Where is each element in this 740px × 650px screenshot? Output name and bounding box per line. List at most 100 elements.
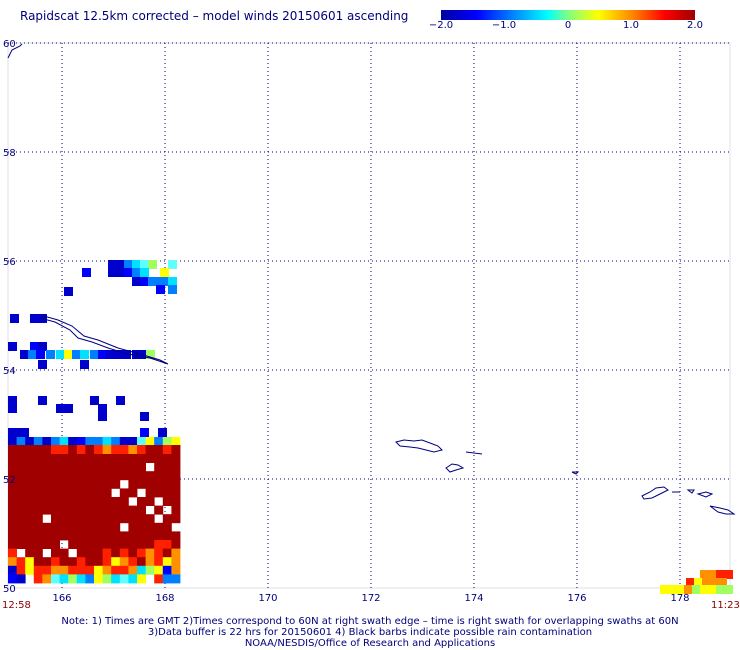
wind-cell [42,531,52,541]
lat-tick-label: 56 [3,257,16,268]
wind-cell [102,488,112,498]
wind-cell [16,505,26,515]
wind-cell [676,585,685,594]
wind-cell [8,540,17,549]
wind-cell [85,445,95,454]
note-line-3: NOAA/NESDIS/Office of Research and Appli… [244,638,496,649]
wind-cell [94,565,103,575]
wind-cell [51,557,60,567]
wind-cell [145,540,155,549]
wind-cell [33,574,43,584]
wind-cell [59,497,69,506]
wind-cell [154,548,164,558]
wind-cell [59,574,69,584]
wind-cell [102,565,112,575]
wind-cell [111,462,121,472]
wind-cell [76,497,86,506]
wind-cell [85,557,95,567]
wind-cell [716,570,725,579]
wind-cell [145,522,155,532]
wind-cell [154,522,164,532]
colorbar-gradient [441,10,695,20]
wind-cell [145,548,155,558]
bering-island-coast [38,315,169,365]
wind-cell [171,445,181,454]
wind-cell [16,445,26,454]
wind-cell [128,437,138,446]
wind-cell [51,574,60,584]
wind-cell [8,514,17,524]
wind-cell [128,488,138,498]
wind-cell [59,471,69,481]
wind-cell [160,268,169,277]
wind-cell [119,514,129,524]
wind-cell [148,260,157,269]
wind-cell [158,428,167,437]
wind-cell [64,350,73,359]
wind-cell [119,574,129,584]
wind-cell [145,471,155,481]
wind-cell [8,574,17,584]
wind-cell [716,585,725,594]
wind-cell [171,497,181,506]
wind-cell [94,471,103,481]
wind-cell [154,505,164,515]
wind-cell [42,479,52,489]
wind-cell [111,471,121,481]
wind-cell [162,437,172,446]
wind-cell [132,350,141,359]
wind-cell [154,479,164,489]
wind-cell [36,350,45,359]
wind-cell [102,454,112,463]
wind-cell [102,471,112,481]
wind-cell [72,350,81,359]
wind-cell [94,488,103,498]
wind-cell [98,412,107,421]
wind-cell [168,277,177,286]
wind-cell [85,565,95,575]
wind-cell [145,454,155,463]
wind-cell [171,514,181,524]
rat-islands-coast [709,505,736,515]
wind-cell [94,505,103,515]
wind-cell [119,454,129,463]
wind-cell [128,462,138,472]
wind-cell [25,557,35,567]
wind-cell [94,479,103,489]
wind-cell [68,462,78,472]
wind-cell [156,277,165,286]
wind-cell [111,548,121,558]
wind-cell [42,557,52,567]
wind-cell [162,462,172,472]
wind-cell [162,488,172,498]
wind-cell [140,412,149,421]
wind-cell [25,445,35,454]
wind-cell [162,531,172,541]
small-island-coast [465,451,483,455]
wind-cell [68,522,78,532]
wind-cell [85,488,95,498]
wind-cell [25,488,35,498]
wind-cell [8,548,17,558]
wind-cell [119,437,129,446]
lat-tick-label: 50 [3,584,16,595]
wind-cell [162,540,172,549]
wind-cell [98,404,107,413]
wind-cell [42,505,52,515]
wind-cell [25,531,35,541]
wind-cell [128,540,138,549]
wind-cell [80,350,89,359]
wind-cell [140,260,149,269]
wind-cell [8,428,17,437]
wind-cell [94,548,103,558]
wind-cell [162,445,172,454]
wind-cell [137,548,146,558]
wind-cell [140,277,149,286]
wind-cell [668,585,677,594]
wind-cell [137,565,146,575]
wind-cell [8,404,17,413]
colorbar-label: −2.0 [428,20,454,31]
axis-labels: 166 168 170 172 174 176 178 60 58 56 54 52 50 [3,39,690,604]
wind-cell [8,437,17,446]
